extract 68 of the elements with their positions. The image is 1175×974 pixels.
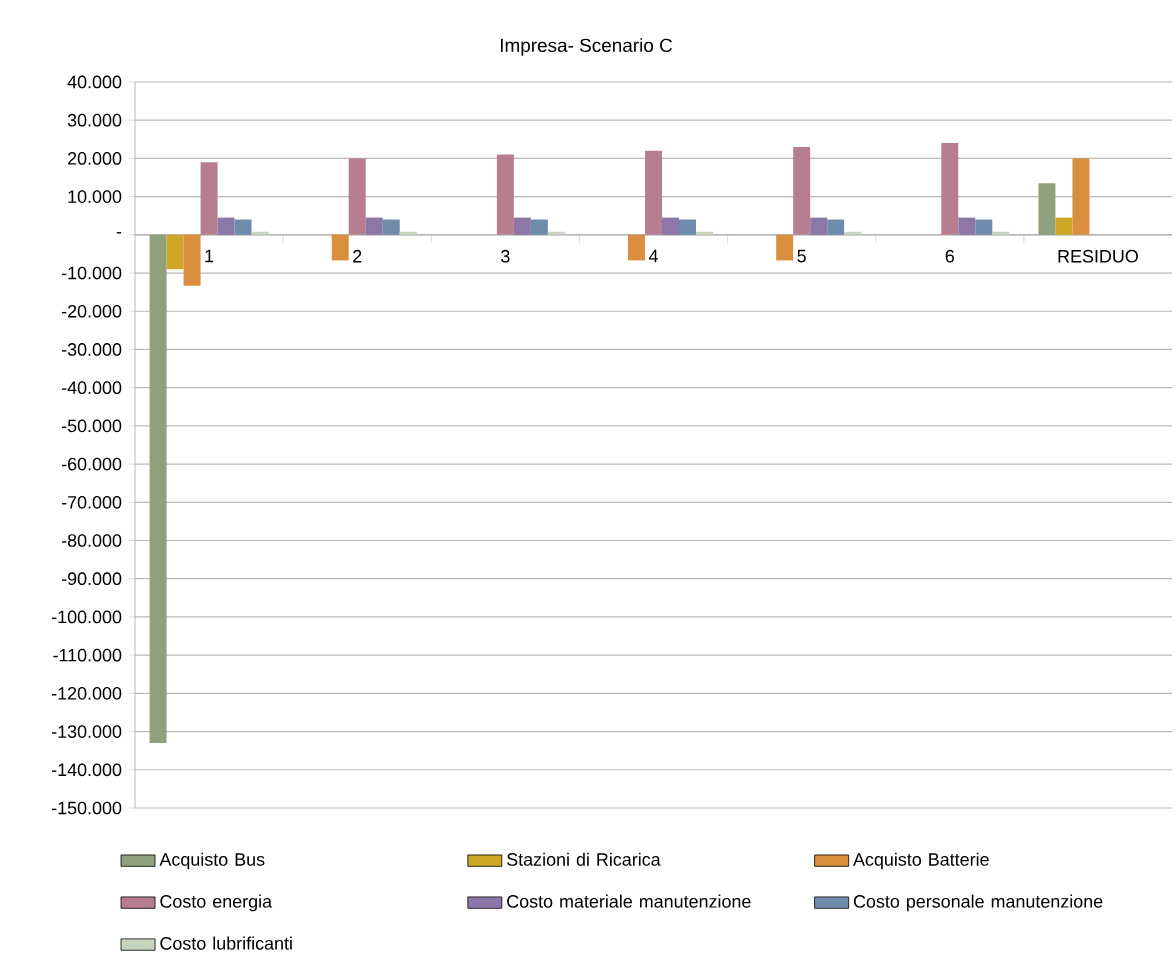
bar	[217, 217, 235, 235]
y-tick-label: -140.000	[51, 763, 122, 777]
x-tick-label: 4	[648, 249, 658, 263]
bar	[696, 231, 714, 235]
chart-title: Impresa- Scenario C	[500, 38, 673, 56]
bar	[776, 234, 794, 261]
x-tick-label: 6	[945, 249, 954, 263]
bar	[679, 219, 697, 235]
bar	[992, 231, 1010, 235]
x-tick-label: 1	[205, 249, 214, 263]
y-tick-label: 30.000	[67, 113, 122, 127]
legend-label: Costo energia	[160, 894, 273, 912]
bar	[382, 219, 400, 235]
legend-label: Costo lubrificanti	[160, 936, 292, 950]
y-tick-label: -100.000	[51, 610, 122, 624]
bar	[149, 234, 167, 744]
y-tick-label: -150.000	[51, 801, 122, 815]
legend-label: Acquisto Bus	[159, 852, 265, 870]
bar	[1038, 183, 1056, 235]
x-tick-label: 2	[353, 249, 362, 263]
y-tick-label: -120.000	[51, 686, 122, 700]
bar	[200, 162, 218, 235]
bar	[1072, 158, 1090, 235]
y-tick-label: -10.000	[61, 266, 122, 280]
bar	[645, 150, 663, 235]
bar	[941, 143, 959, 235]
bar	[166, 234, 184, 270]
bar	[975, 219, 993, 235]
bar	[547, 231, 565, 235]
y-tick-label: -40.000	[61, 381, 122, 395]
bar	[399, 231, 417, 235]
legend-label: Costo materiale manutenzione	[507, 894, 751, 908]
legend-label: Stazioni di Ricarica	[507, 852, 661, 866]
y-tick-label: -20.000	[61, 304, 122, 318]
y-tick-label: -70.000	[61, 495, 122, 509]
x-tick-label: 5	[797, 249, 806, 263]
bar	[662, 217, 680, 235]
bar	[251, 231, 269, 235]
y-tick-label: -80.000	[61, 534, 122, 547]
y-tick-label: 40.000	[67, 75, 122, 89]
bar	[810, 217, 828, 235]
bar	[234, 219, 252, 235]
bar	[365, 217, 383, 235]
bar	[183, 234, 201, 286]
y-tick-label: -90.000	[61, 572, 122, 586]
x-tick-label: RESIDUO	[1058, 249, 1138, 263]
bar	[496, 154, 514, 235]
legend-label: Acquisto Batterie	[853, 852, 989, 870]
bar	[827, 219, 845, 235]
bar	[844, 231, 862, 235]
y-tick-label: -30.000	[61, 343, 122, 356]
bar	[793, 146, 811, 235]
bar	[530, 219, 548, 235]
bar	[513, 217, 531, 235]
x-tick-label: 3	[501, 249, 510, 263]
legend-label: Costo personale manutenzione	[853, 894, 1103, 912]
y-tick-label: -	[116, 232, 122, 234]
bar	[348, 158, 366, 235]
bar	[331, 234, 349, 261]
y-tick-label: -60.000	[61, 457, 122, 471]
y-tick-label: -110.000	[53, 648, 122, 662]
y-tick-label: 10.000	[68, 190, 122, 203]
bar	[628, 234, 646, 261]
bar	[1055, 217, 1073, 235]
y-tick-label: 20.000	[68, 152, 122, 165]
y-tick-label: -130.000	[51, 725, 122, 738]
y-tick-label: -50.000	[61, 419, 122, 433]
bar	[958, 217, 976, 235]
